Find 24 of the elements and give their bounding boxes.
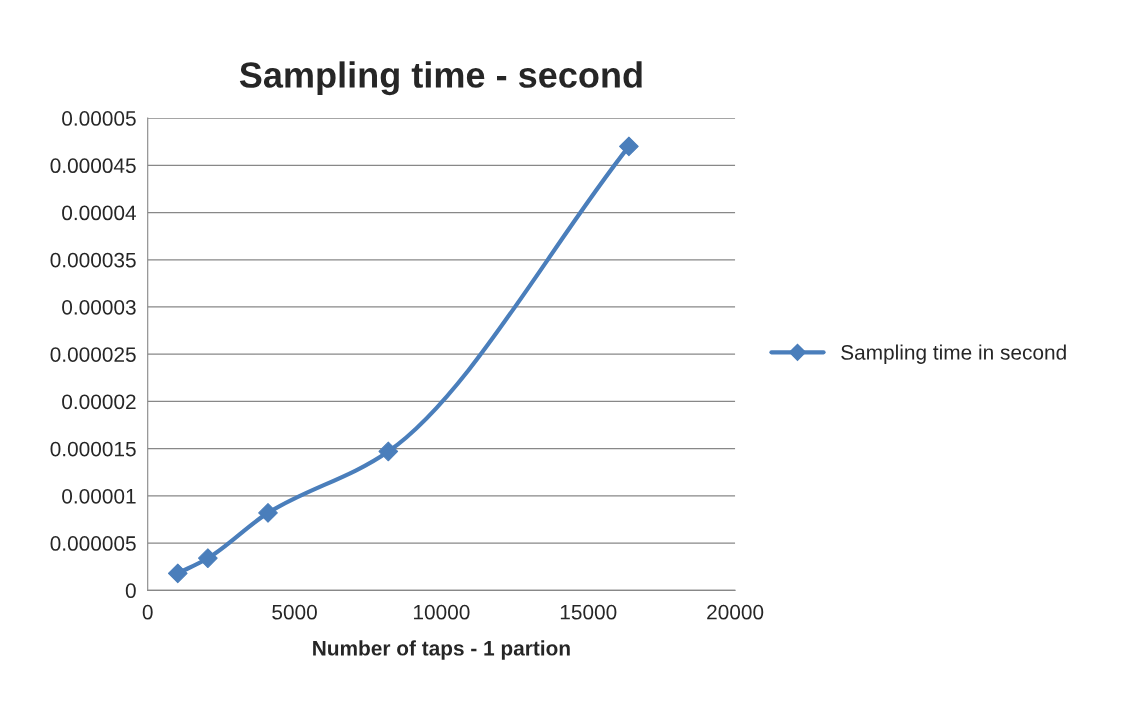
y-tick-label: 0.00003 [62, 299, 136, 315]
point [378, 441, 399, 462]
y-tick-label: 0 [125, 583, 136, 599]
y-tick-label: 0.00001 [62, 488, 136, 504]
x-axis-title: Number of taps - 1 partion [313, 640, 570, 660]
x-tick-label: 10000 [414, 604, 470, 620]
y-tick-label: 0.00002 [62, 394, 136, 410]
y-tick-label: 0.000035 [50, 252, 136, 268]
point [619, 136, 639, 157]
point [167, 563, 188, 584]
x-tick-label: 20000 [707, 604, 764, 620]
x-tick-label: 5000 [272, 604, 317, 620]
x-tick-label: 15000 [560, 604, 617, 620]
y-tick-label: 0.00004 [62, 205, 136, 221]
y-tick-label: 0.000015 [50, 441, 136, 457]
y-tick-label: 0.000045 [50, 158, 136, 174]
y-tick-label: 0.000025 [50, 347, 136, 362]
point [258, 503, 278, 523]
legend-label: Sampling time in second [841, 344, 1066, 364]
point [198, 548, 218, 569]
x-tick-label: 0 [142, 604, 153, 620]
chart-title: Sampling time - second [239, 61, 642, 96]
y-tick-label: 0.000005 [50, 536, 136, 551]
y-tick-label: 0.00005 [62, 111, 136, 126]
